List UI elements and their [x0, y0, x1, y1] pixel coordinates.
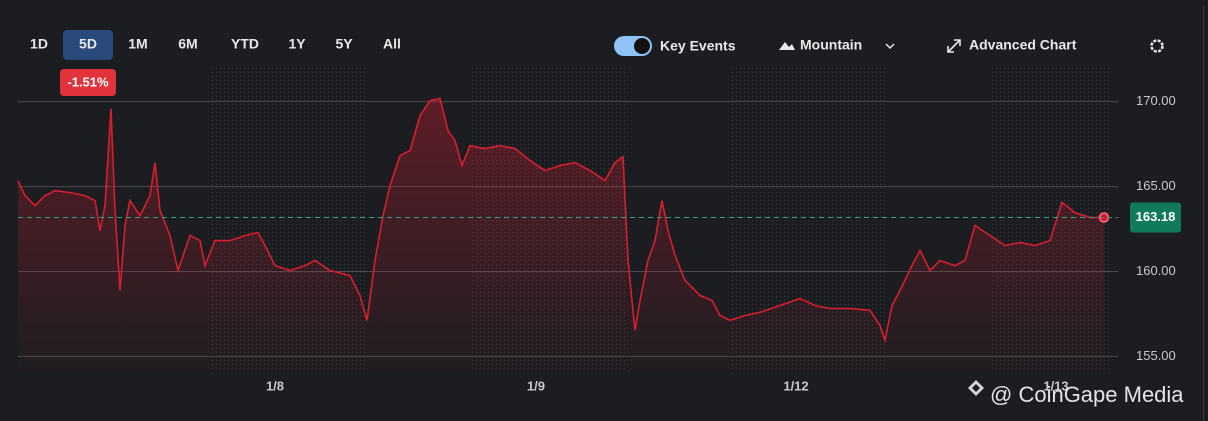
expand-icon [947, 39, 961, 53]
key-events[interactable]: Key Events [660, 38, 736, 54]
frame [1203, 6, 1204, 421]
current-price-label: 163.18 [1136, 209, 1176, 224]
toggle-knob [634, 38, 650, 54]
watermark: @ CoinGape Media [990, 382, 1184, 407]
y-tick-label: 170.00 [1136, 93, 1176, 108]
settings-icon[interactable] [1150, 39, 1164, 53]
x-tick-label: 1/8 [266, 378, 284, 393]
chart-style[interactable]: Mountain [800, 37, 862, 53]
range-button[interactable]: 1M [128, 36, 147, 52]
selected-range[interactable] [63, 30, 113, 60]
range-button[interactable]: YTD [231, 36, 259, 52]
range-button[interactable]: 6M [178, 36, 197, 52]
plot: 155.00 160.00 165.00 170.00 1/8 1/9 1/12 1/13 16… [17, 93, 1181, 393]
area-fill [18, 98, 1104, 370]
y-tick-label: 155.00 [1136, 348, 1176, 363]
range-button[interactable]: All [383, 36, 401, 52]
x-tick-label: 1/12 [783, 378, 808, 393]
range-button[interactable]: 5D [79, 36, 97, 52]
range-button[interactable]: 1Y [288, 36, 306, 52]
toolbar: 1D 5D 1M 6M YTD 1Y 5Y All [30, 36, 401, 52]
current-price-box [1130, 202, 1181, 233]
price-line [17, 97, 1104, 344]
watermark-logo [968, 380, 984, 396]
dropdown-icon [885, 43, 895, 50]
y-tick-label: 165.00 [1136, 178, 1176, 193]
change-label: -1.51% [67, 74, 109, 89]
range-button[interactable]: 1D [30, 36, 48, 52]
y-tick-label: 160.00 [1136, 263, 1176, 278]
x-tick-label: 1/9 [527, 378, 545, 393]
range-button[interactable]: 5Y [335, 36, 353, 52]
change-badge [60, 69, 116, 96]
x-tick-label: 1/13 [1043, 378, 1068, 393]
mountain-icon [779, 42, 795, 50]
advanced-chart[interactable]: Advanced Chart [969, 37, 1077, 53]
